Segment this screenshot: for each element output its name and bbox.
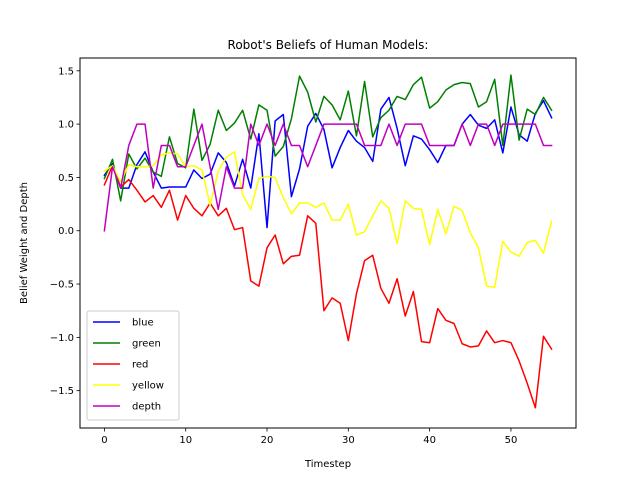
y-tick-label: −1.5 — [50, 386, 74, 397]
y-axis-ticks: −1.5 −1.0 −0.5 0.0 0.5 1.0 1.5 — [50, 66, 80, 397]
y-axis-label: Belief Weight and Depth — [19, 182, 30, 304]
plot-series-group — [103, 74, 553, 409]
x-tick-label: 20 — [261, 435, 274, 446]
series-line-green — [103, 74, 553, 202]
y-tick-label: 1.5 — [58, 66, 74, 77]
legend-label-depth: depth — [132, 402, 161, 413]
chart-title: Robot's Beliefs of Human Models: — [228, 38, 429, 52]
x-axis-ticks: 0 10 20 30 40 50 — [101, 428, 517, 446]
legend-label-red: red — [132, 360, 148, 371]
y-tick-label: −1.0 — [50, 333, 74, 344]
legend-label-yellow: yellow — [132, 381, 164, 392]
y-tick-label: 0.5 — [58, 173, 74, 184]
legend-label-green: green — [132, 339, 161, 350]
x-tick-label: 0 — [101, 435, 107, 446]
series-line-yellow — [103, 151, 553, 288]
series-line-red — [103, 164, 553, 409]
x-tick-label: 30 — [342, 435, 355, 446]
x-tick-label: 10 — [179, 435, 192, 446]
legend-items: blue green red yellow depth — [93, 318, 164, 413]
legend: blue green red yellow depth — [86, 310, 180, 421]
y-tick-label: 1.0 — [58, 120, 74, 131]
legend-box — [86, 310, 180, 421]
legend-label-blue: blue — [132, 318, 154, 329]
x-tick-label: 50 — [505, 435, 518, 446]
series-line-depth — [103, 123, 553, 232]
series-line-blue — [103, 96, 553, 229]
x-tick-label: 40 — [423, 435, 436, 446]
plot-area-frame — [79, 57, 577, 429]
y-tick-label: 0.0 — [58, 226, 74, 237]
y-tick-label: −0.5 — [50, 280, 74, 291]
x-axis-label: Timestep — [304, 459, 351, 470]
